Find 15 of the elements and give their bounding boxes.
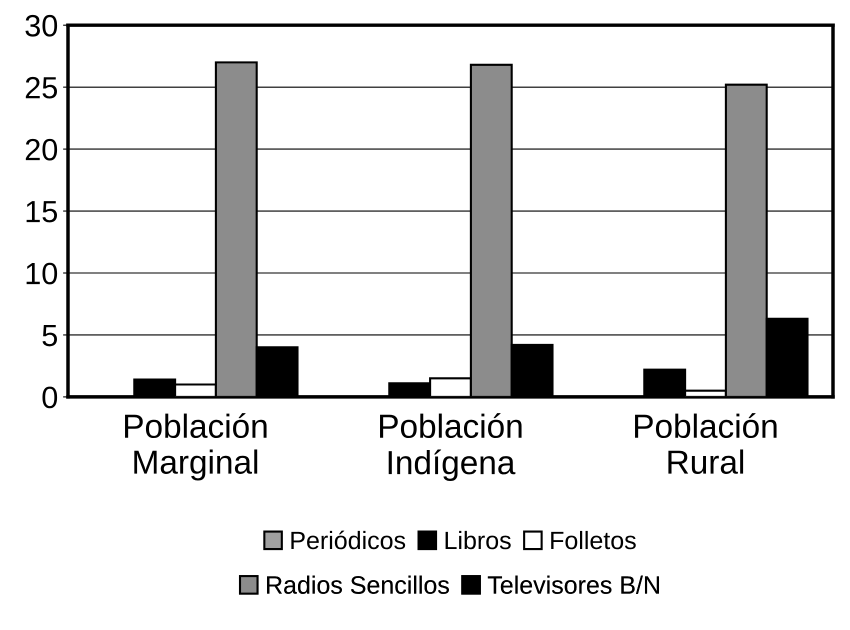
legend-label: Radios Sencillos [267, 576, 449, 594]
y-tick-label: 20 [26, 138, 58, 160]
x-tick-label: Población Marginal [125, 413, 267, 481]
y-tick-label: 15 [26, 201, 57, 222]
y-tick-label: 25 [26, 76, 57, 99]
x-tick-label: Población Indígena [380, 413, 522, 482]
legend-label: Folletos [551, 530, 636, 550]
y-tick-label: 10 [26, 262, 58, 284]
y-tick-label: 0 [42, 386, 58, 408]
x-tick-label: Población Rural [635, 413, 777, 474]
y-tick-label: 30 [25, 14, 58, 37]
y-tick-label: 5 [42, 325, 57, 346]
legend-label: Televisores B/N [488, 576, 659, 594]
legend-label: Periódicos [291, 530, 406, 550]
legend-label: Libros [446, 530, 511, 550]
